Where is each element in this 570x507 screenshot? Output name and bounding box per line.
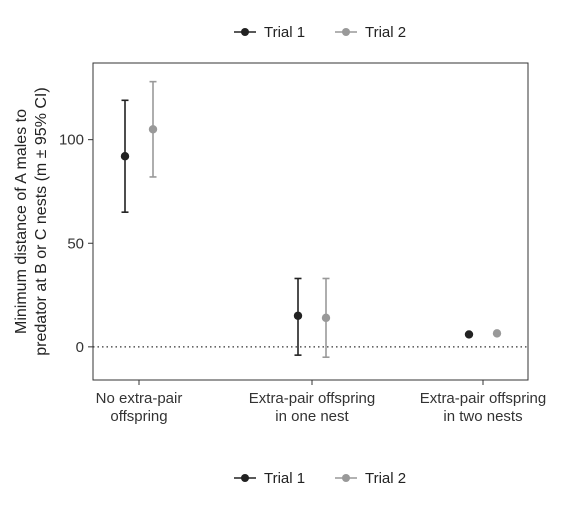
y-tick-label: 0 [76, 339, 84, 356]
plot-frame [92, 62, 529, 381]
legend-swatch-dot [342, 28, 350, 36]
y-axis: 0 50 100 [59, 132, 93, 356]
data-point [321, 313, 331, 323]
x-tick-label: in two nests [443, 408, 522, 425]
y-axis-label-line: predator at B or C nests (m ± 95% CI) [33, 87, 50, 355]
legend-label: Trial 2 [365, 470, 406, 487]
legend-label: Trial 2 [365, 24, 406, 41]
y-axis-label-line: Minimum distance of A males to [13, 109, 30, 334]
y-tick-label: 100 [59, 132, 84, 149]
data-point [293, 311, 303, 320]
legend-label: Trial 1 [264, 24, 305, 41]
legend-bottom: Trial 1 Trial 2 [234, 470, 406, 487]
data-marks [120, 80, 502, 359]
data-point [492, 329, 502, 338]
y-axis-label: Minimum distance of A males to predator a… [13, 87, 50, 355]
data-point [148, 125, 158, 134]
data-point [464, 330, 474, 339]
x-tick-label: in one nest [275, 408, 349, 425]
x-tick-label: No extra-pair [96, 390, 183, 407]
legend-swatch-dot [241, 474, 249, 482]
x-tick-label: offspring [110, 408, 167, 425]
y-tick-label: 50 [67, 235, 84, 252]
y-axis-label-text: Minimum distance of A males to predator a… [13, 87, 50, 355]
x-tick-label: Extra-pair offspring [420, 390, 546, 407]
legend-top: Trial 1 Trial 2 [234, 24, 406, 41]
x-tick-label: Extra-pair offspring [249, 390, 375, 407]
legend-label: Trial 1 [264, 470, 305, 487]
data-point [120, 152, 130, 161]
legend-swatch-dot [241, 28, 249, 36]
legend-swatch-dot [342, 474, 350, 482]
